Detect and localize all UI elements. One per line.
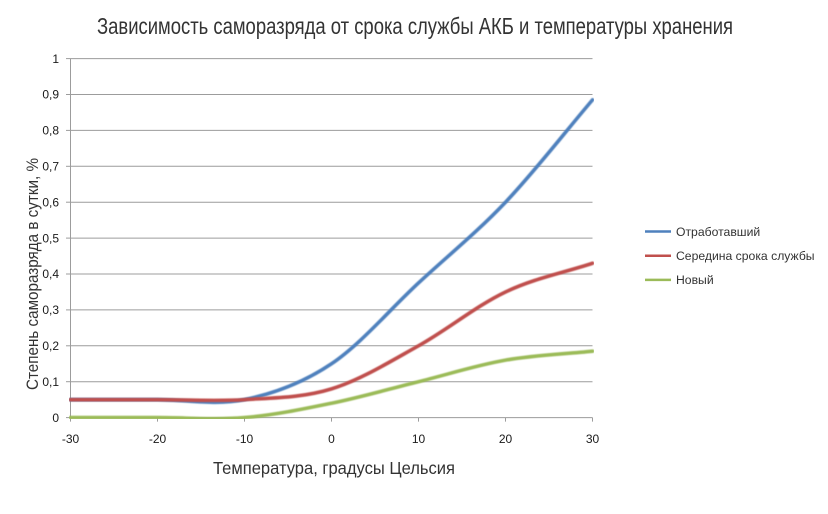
series-line-1 bbox=[69, 261, 594, 403]
legend-label: Новый bbox=[676, 273, 714, 287]
y-tick-label: 0,8 bbox=[42, 124, 59, 138]
x-tick-label: 30 bbox=[586, 432, 600, 446]
x-tick-labels: -30 -20 -10 0 10 20 30 bbox=[62, 432, 600, 446]
y-tick-label: 0,5 bbox=[42, 231, 59, 245]
y-tick-label: 0,2 bbox=[42, 339, 59, 353]
y-tick-label: 0,9 bbox=[42, 88, 59, 102]
y-tick-label: 0 bbox=[52, 411, 59, 425]
legend-label: Середина срока службы bbox=[676, 249, 815, 263]
legend-label: Отработавший bbox=[676, 225, 760, 239]
y-tick-label: 1 bbox=[52, 52, 59, 66]
legend: Отработавший Середина срока службы Новый bbox=[645, 225, 815, 287]
series-lines bbox=[69, 98, 594, 419]
chart-title: Зависимость саморазряда от срока службы … bbox=[97, 13, 733, 39]
legend-item: Середина срока службы bbox=[645, 249, 815, 263]
y-tick-label: 0,3 bbox=[42, 303, 59, 317]
y-tick-labels: 0 0,1 0,2 0,3 0,4 0,5 0,6 0,7 0,8 0,9 1 bbox=[42, 52, 59, 425]
y-tick-label: 0,6 bbox=[42, 195, 59, 209]
tick-marks bbox=[66, 58, 593, 422]
gridlines bbox=[70, 58, 593, 383]
x-tick-label: -20 bbox=[149, 432, 167, 446]
x-axis-title: Температура, градусы Цельсия bbox=[213, 458, 455, 478]
legend-item: Новый bbox=[645, 273, 714, 287]
x-tick-label: 10 bbox=[412, 432, 426, 446]
y-tick-label: 0,1 bbox=[42, 375, 59, 389]
series-line-2 bbox=[69, 349, 594, 419]
x-tick-label: -10 bbox=[236, 432, 254, 446]
x-tick-label: -30 bbox=[62, 432, 80, 446]
y-tick-label: 0,7 bbox=[42, 160, 59, 174]
x-tick-label: 0 bbox=[328, 432, 335, 446]
x-tick-label: 20 bbox=[499, 432, 513, 446]
series-line-0 bbox=[69, 98, 594, 405]
legend-item: Отработавший bbox=[645, 225, 760, 239]
y-axis-title: Степень саморазряда в сутки, % bbox=[24, 158, 42, 390]
y-tick-label: 0,4 bbox=[42, 267, 59, 281]
